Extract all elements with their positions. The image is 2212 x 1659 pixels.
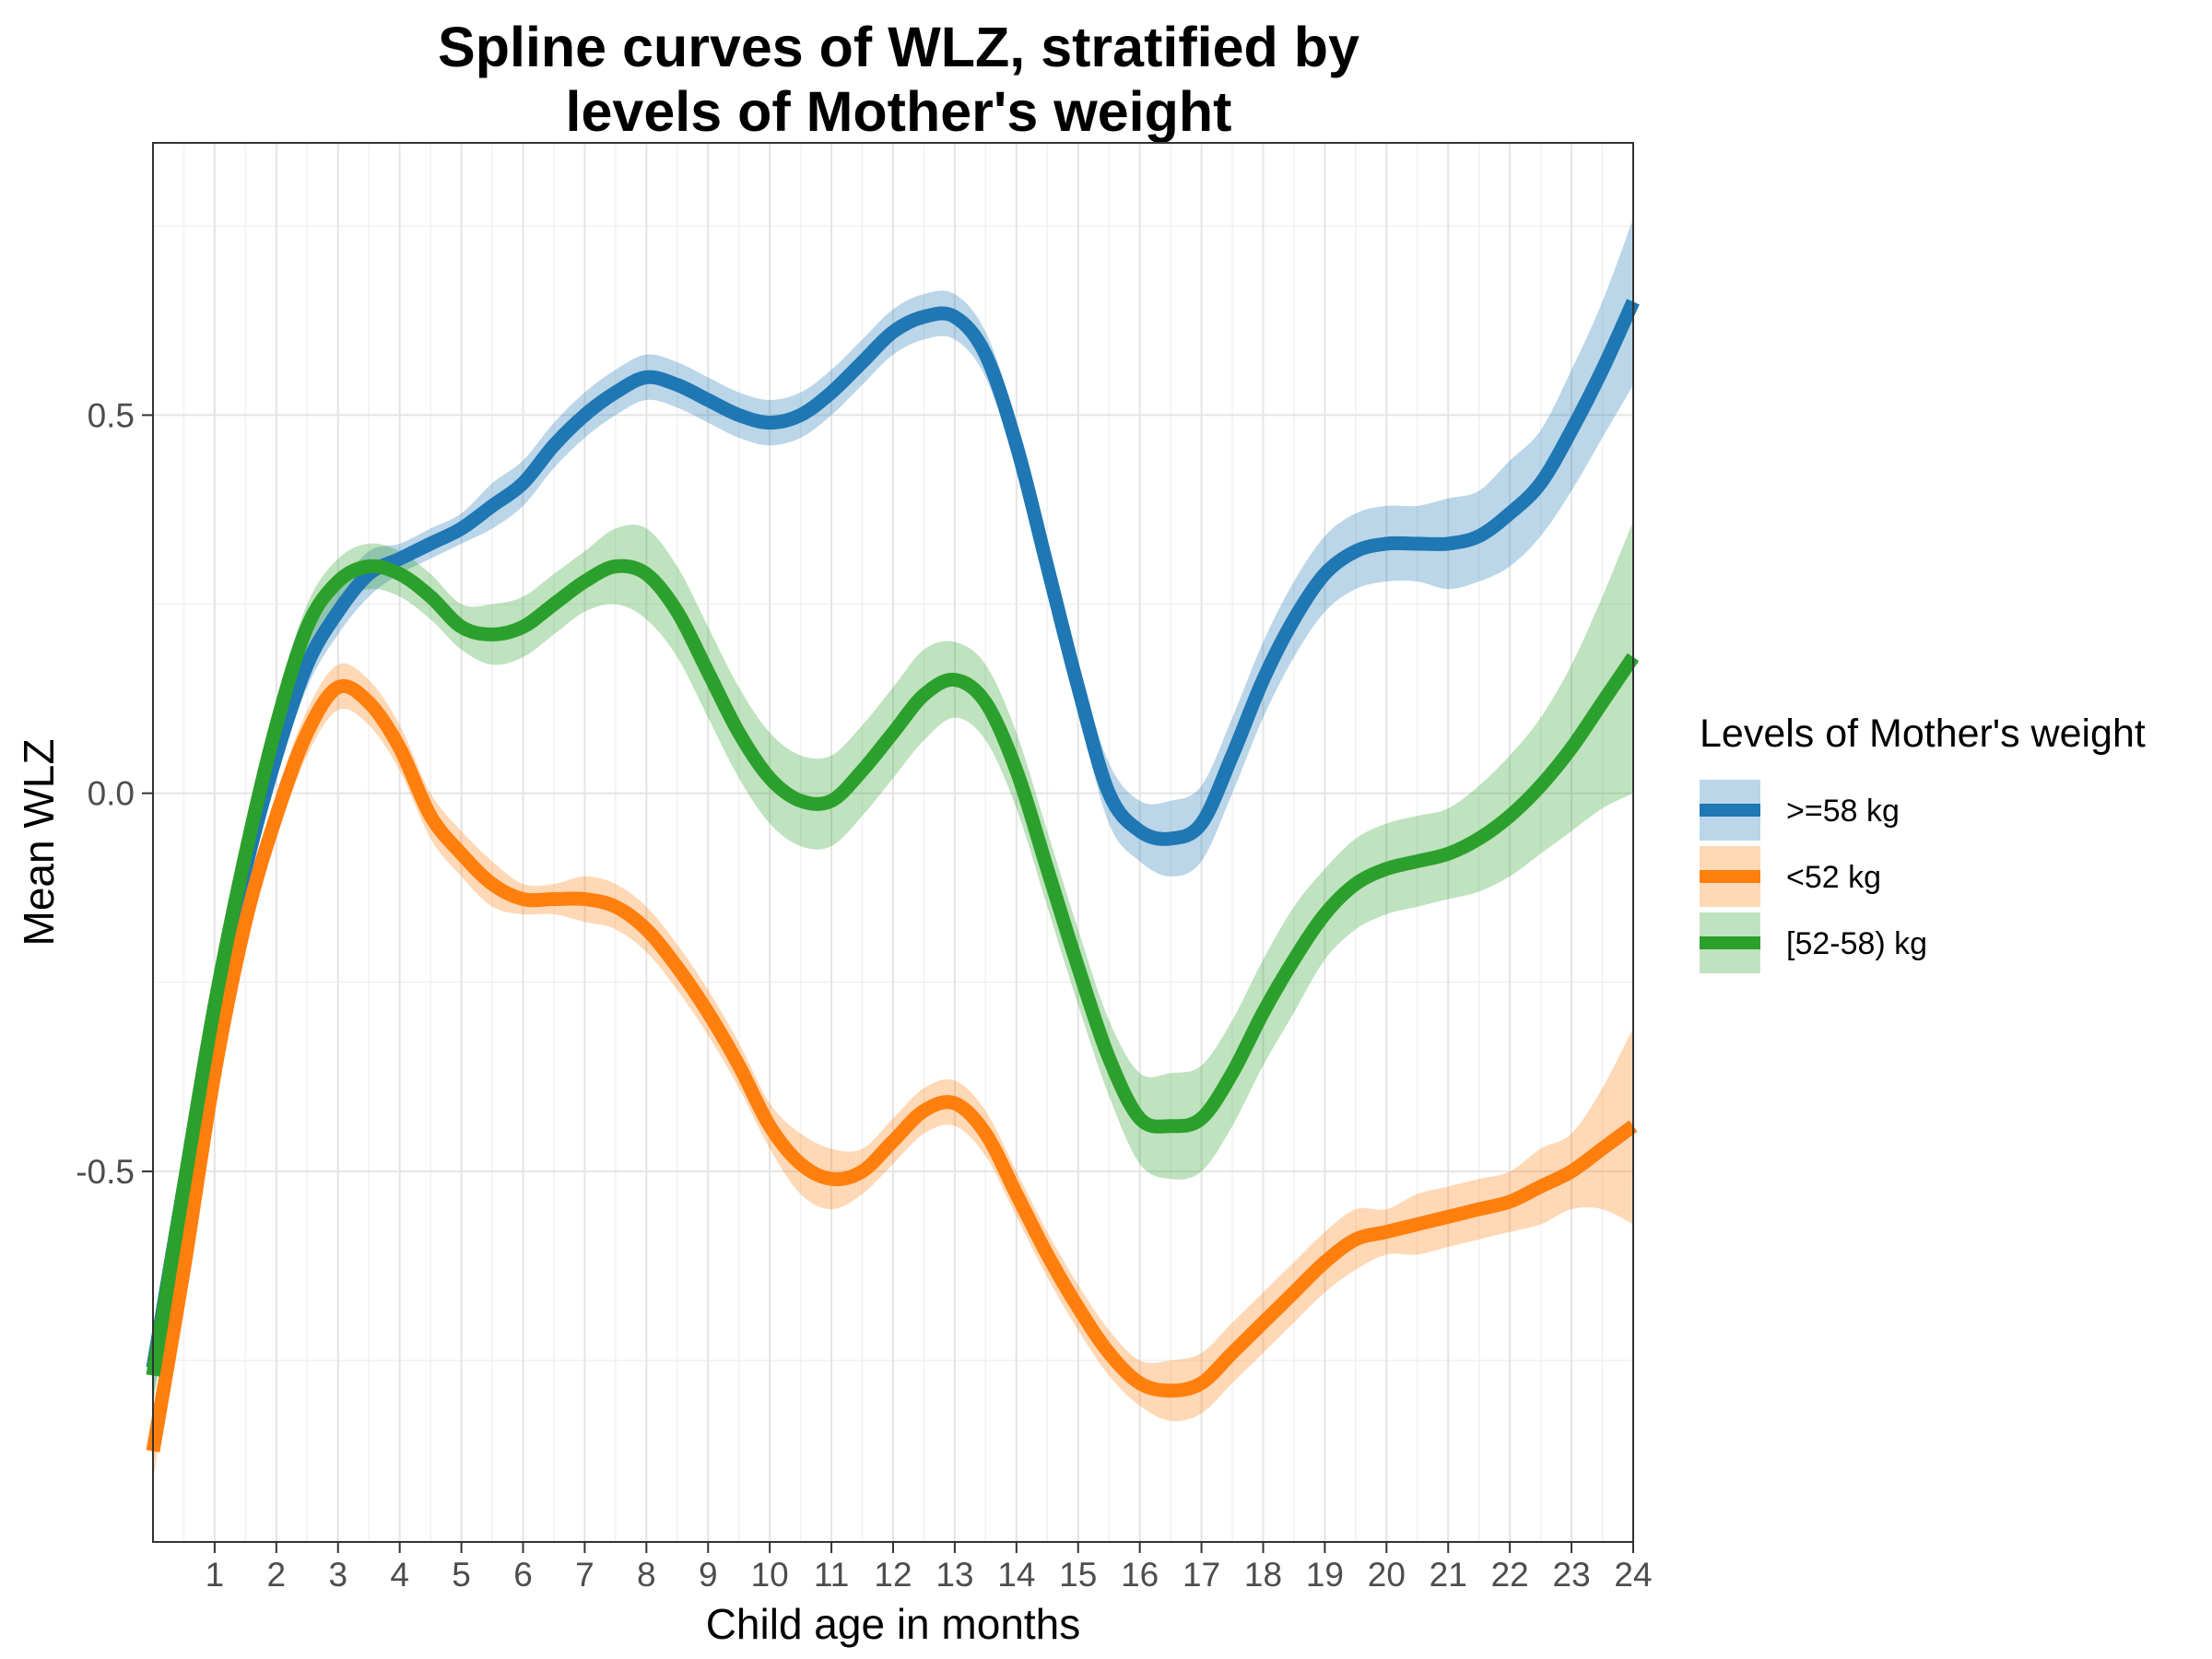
x-tick-label: 19 [1306, 1556, 1344, 1594]
x-tick-label: 1 [206, 1556, 225, 1594]
x-tick-label: 7 [575, 1556, 594, 1594]
x-axis-ticks: 1 2 3 4 5 6 7 8 9 10 11 12 13 14 15 16 17 18 19 20 21 22 23 24 [206, 1542, 1653, 1594]
y-tick-label: 0.0 [88, 775, 135, 813]
x-tick-label: 3 [328, 1556, 347, 1594]
x-tick-label: 11 [814, 1556, 849, 1594]
y-axis-title: Mean WLZ [15, 739, 63, 947]
x-tick-label: 18 [1244, 1556, 1282, 1594]
legend-item-52-58-kg: [52-58) kg [1700, 912, 1927, 973]
x-tick-label: 16 [1121, 1556, 1159, 1594]
x-tick-label: 15 [1059, 1556, 1097, 1594]
x-tick-label: 4 [390, 1556, 409, 1594]
legend-item-52-kg: <52 kg [1700, 846, 1881, 907]
legend-items: >=58 kg <52 kg [52-58) kg [1700, 780, 1927, 973]
x-tick-label: 12 [874, 1556, 912, 1594]
x-tick-label: 20 [1368, 1556, 1406, 1594]
grid-lines [153, 143, 1634, 1542]
x-tick-label: 23 [1553, 1556, 1591, 1594]
spline-line-52-58-kg [146, 559, 1640, 1377]
legend-label: >=58 kg [1786, 794, 1900, 829]
chart-title-line-1: Spline curves of WLZ, stratified by [438, 16, 1359, 78]
legend-item-58-kg: >=58 kg [1700, 780, 1900, 841]
x-tick-label: 9 [699, 1556, 718, 1594]
legend-label: <52 kg [1786, 860, 1881, 895]
x-tick-label: 10 [751, 1556, 789, 1594]
y-tick-label: -0.5 [76, 1153, 135, 1191]
legend-key-line [1700, 804, 1760, 817]
legend-key-line [1700, 870, 1760, 883]
x-tick-label: 13 [935, 1556, 973, 1594]
confidence-band-52-58-kg [153, 521, 1633, 1406]
spline-line-52-kg [146, 678, 1638, 1453]
legend: Levels of Mother's weight >=58 kg <52 kg [… [1700, 712, 2146, 973]
x-tick-label: 14 [997, 1556, 1035, 1594]
x-tick-label: 24 [1614, 1556, 1652, 1594]
x-tick-label: 6 [513, 1556, 533, 1594]
x-tick-label: 5 [452, 1556, 471, 1594]
spline-line-58-kg [146, 299, 1640, 1370]
x-tick-label: 8 [637, 1556, 656, 1594]
spline-lines [146, 299, 1640, 1453]
y-tick-label: 0.5 [88, 396, 135, 434]
x-axis-title: Child age in months [706, 1600, 1081, 1648]
chart-title-line-2: levels of Mother's weight [566, 80, 1232, 143]
x-tick-label: 21 [1430, 1556, 1467, 1594]
legend-key-line [1700, 936, 1760, 949]
y-axis-ticks: -0.5 0.0 0.5 [76, 396, 153, 1191]
x-tick-label: 17 [1182, 1556, 1220, 1594]
x-tick-label: 2 [267, 1556, 287, 1594]
legend-title: Levels of Mother's weight [1700, 712, 2146, 756]
legend-label: [52-58) kg [1786, 926, 1927, 961]
x-tick-label: 22 [1491, 1556, 1529, 1594]
